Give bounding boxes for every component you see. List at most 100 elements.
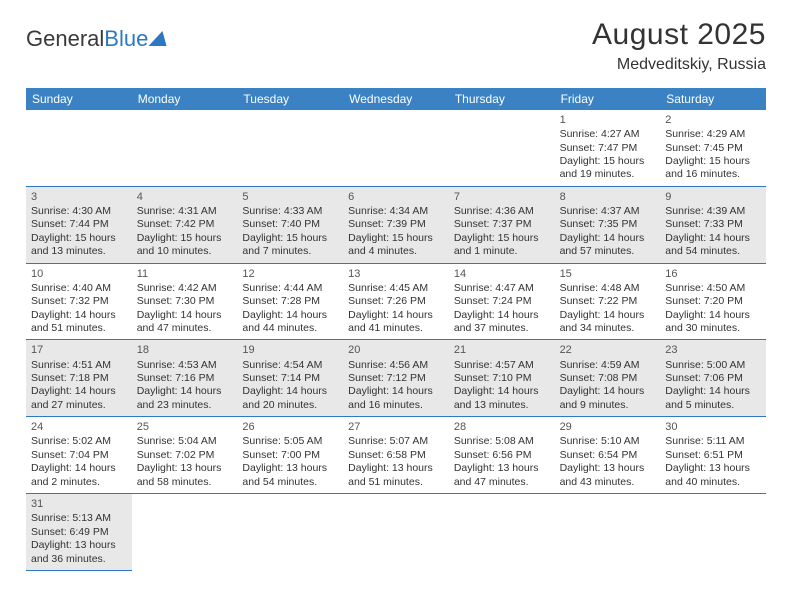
page-title: August 2025	[592, 18, 766, 52]
sunrise-text: Sunrise: 4:57 AM	[454, 359, 550, 372]
calendar-cell: 16Sunrise: 4:50 AMSunset: 7:20 PMDayligh…	[660, 264, 766, 341]
sunset-text: Sunset: 7:00 PM	[242, 449, 338, 462]
location-label: Medveditskiy, Russia	[592, 56, 766, 74]
calendar-cell: 13Sunrise: 4:45 AMSunset: 7:26 PMDayligh…	[343, 264, 449, 341]
day-number: 11	[137, 267, 233, 281]
sunrise-text: Sunrise: 4:29 AM	[665, 128, 761, 141]
calendar-cell: 28Sunrise: 5:08 AMSunset: 6:56 PMDayligh…	[449, 417, 555, 494]
sunset-text: Sunset: 7:44 PM	[31, 218, 127, 231]
day-number: 16	[665, 267, 761, 281]
sunset-text: Sunset: 7:06 PM	[665, 372, 761, 385]
daylight-text: Daylight: 14 hours and 57 minutes.	[560, 232, 656, 259]
day-number: 31	[31, 497, 127, 511]
calendar-cell: 8Sunrise: 4:37 AMSunset: 7:35 PMDaylight…	[555, 187, 661, 264]
sunset-text: Sunset: 7:02 PM	[137, 449, 233, 462]
calendar-cell: 22Sunrise: 4:59 AMSunset: 7:08 PMDayligh…	[555, 340, 661, 417]
sunrise-text: Sunrise: 5:13 AM	[31, 512, 127, 525]
sunset-text: Sunset: 7:22 PM	[560, 295, 656, 308]
weekday-label: Saturday	[660, 88, 766, 110]
daylight-text: Daylight: 14 hours and 9 minutes.	[560, 385, 656, 412]
sunrise-text: Sunrise: 4:37 AM	[560, 205, 656, 218]
day-number: 10	[31, 267, 127, 281]
calendar-cell: 23Sunrise: 5:00 AMSunset: 7:06 PMDayligh…	[660, 340, 766, 417]
calendar-cell: 25Sunrise: 5:04 AMSunset: 7:02 PMDayligh…	[132, 417, 238, 494]
sunrise-text: Sunrise: 4:36 AM	[454, 205, 550, 218]
weekday-label: Friday	[555, 88, 661, 110]
calendar-cell-empty	[132, 494, 238, 571]
sunset-text: Sunset: 7:40 PM	[242, 218, 338, 231]
header: GeneralBlue August 2025 Medveditskiy, Ru…	[26, 18, 766, 74]
daylight-text: Daylight: 14 hours and 54 minutes.	[665, 232, 761, 259]
daylight-text: Daylight: 13 hours and 54 minutes.	[242, 462, 338, 489]
day-number: 26	[242, 420, 338, 434]
sunrise-text: Sunrise: 4:39 AM	[665, 205, 761, 218]
calendar-cell: 3Sunrise: 4:30 AMSunset: 7:44 PMDaylight…	[26, 187, 132, 264]
calendar-cell-empty	[343, 494, 449, 571]
calendar-cell: 19 Sunrise: 4:54 AMSunset: 7:14 PMDayligh…	[237, 340, 343, 417]
sunrise-text: Sunrise: 4:47 AM	[454, 282, 550, 295]
sunrise-text: Sunrise: 4:48 AM	[560, 282, 656, 295]
sunset-text: Sunset: 7:37 PM	[454, 218, 550, 231]
calendar-cell: 30Sunrise: 5:11 AMSunset: 6:51 PMDayligh…	[660, 417, 766, 494]
sunset-text: Sunset: 7:26 PM	[348, 295, 444, 308]
daylight-text: Daylight: 14 hours and 47 minutes.	[137, 309, 233, 336]
daylight-text: Daylight: 14 hours and 34 minutes.	[560, 309, 656, 336]
daylight-text: Daylight: 14 hours and 16 minutes.	[348, 385, 444, 412]
logo-sail-icon	[149, 31, 172, 46]
sunset-text: Sunset: 7:32 PM	[31, 295, 127, 308]
weekday-label: Sunday	[26, 88, 132, 110]
sunrise-text: Sunrise: 5:11 AM	[665, 435, 761, 448]
daylight-text: Daylight: 15 hours and 13 minutes.	[31, 232, 127, 259]
sunrise-text: Sunrise: 5:04 AM	[137, 435, 233, 448]
calendar-weekday-header: SundayMondayTuesdayWednesdayThursdayFrid…	[26, 88, 766, 110]
daylight-text: Daylight: 13 hours and 40 minutes.	[665, 462, 761, 489]
sunset-text: Sunset: 7:30 PM	[137, 295, 233, 308]
calendar-cell: 18Sunrise: 4:53 AMSunset: 7:16 PMDayligh…	[132, 340, 238, 417]
daylight-text: Daylight: 14 hours and 23 minutes.	[137, 385, 233, 412]
calendar-cell-empty	[132, 110, 238, 187]
sunrise-text: Sunrise: 4:54 AM	[242, 359, 338, 372]
daylight-text: Daylight: 14 hours and 41 minutes.	[348, 309, 444, 336]
sunset-text: Sunset: 7:14 PM	[242, 372, 338, 385]
calendar: SundayMondayTuesdayWednesdayThursdayFrid…	[26, 88, 766, 571]
calendar-cell-empty	[26, 110, 132, 187]
daylight-text: Daylight: 14 hours and 27 minutes.	[31, 385, 127, 412]
calendar-cell-empty	[237, 494, 343, 571]
daylight-text: Daylight: 15 hours and 4 minutes.	[348, 232, 444, 259]
calendar-cell-empty	[343, 110, 449, 187]
sunrise-text: Sunrise: 4:30 AM	[31, 205, 127, 218]
sunset-text: Sunset: 7:04 PM	[31, 449, 127, 462]
day-number: 15	[560, 267, 656, 281]
sunset-text: Sunset: 6:56 PM	[454, 449, 550, 462]
sunset-text: Sunset: 7:45 PM	[665, 142, 761, 155]
sunset-text: Sunset: 7:39 PM	[348, 218, 444, 231]
day-number: 30	[665, 420, 761, 434]
weekday-label: Thursday	[449, 88, 555, 110]
sunrise-text: Sunrise: 4:34 AM	[348, 205, 444, 218]
logo-text-part2: Blue	[104, 26, 148, 52]
day-number: 18	[137, 343, 233, 357]
day-number: 5	[242, 190, 338, 204]
sunrise-text: Sunrise: 4:42 AM	[137, 282, 233, 295]
day-number: 20	[348, 343, 444, 357]
calendar-cell: 6Sunrise: 4:34 AMSunset: 7:39 PMDaylight…	[343, 187, 449, 264]
day-number: 28	[454, 420, 550, 434]
calendar-cell: 17Sunrise: 4:51 AMSunset: 7:18 PMDayligh…	[26, 340, 132, 417]
daylight-text: Daylight: 14 hours and 37 minutes.	[454, 309, 550, 336]
daylight-text: Daylight: 15 hours and 19 minutes.	[560, 155, 656, 182]
day-number: 17	[31, 343, 127, 357]
calendar-cell: 2Sunrise: 4:29 AMSunset: 7:45 PMDaylight…	[660, 110, 766, 187]
daylight-text: Daylight: 14 hours and 20 minutes.	[242, 385, 338, 412]
sunrise-text: Sunrise: 5:02 AM	[31, 435, 127, 448]
day-number: 1	[560, 113, 656, 127]
sunset-text: Sunset: 7:42 PM	[137, 218, 233, 231]
sunset-text: Sunset: 7:18 PM	[31, 372, 127, 385]
day-number: 13	[348, 267, 444, 281]
day-number: 29	[560, 420, 656, 434]
calendar-cell: 24Sunrise: 5:02 AMSunset: 7:04 PMDayligh…	[26, 417, 132, 494]
daylight-text: Daylight: 13 hours and 51 minutes.	[348, 462, 444, 489]
day-number: 9	[665, 190, 761, 204]
day-number: 19	[242, 343, 338, 357]
daylight-text: Daylight: 15 hours and 16 minutes.	[665, 155, 761, 182]
day-number: 7	[454, 190, 550, 204]
